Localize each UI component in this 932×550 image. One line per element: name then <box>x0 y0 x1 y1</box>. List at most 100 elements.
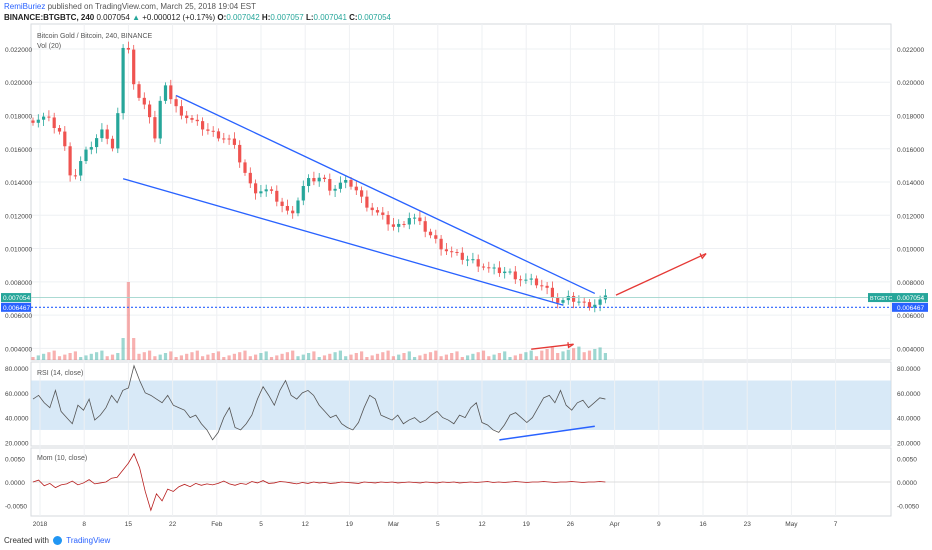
volume-bar <box>333 352 337 360</box>
price-axis-tick: 0.010000 <box>897 247 924 254</box>
time-axis-tick: 8 <box>82 521 86 528</box>
candle-body <box>386 214 390 225</box>
volume-bar <box>227 355 231 360</box>
candle-body <box>460 252 464 260</box>
candle-body <box>238 144 242 163</box>
volume-bar <box>434 350 438 360</box>
candle-body <box>333 188 337 191</box>
volume-bar <box>31 357 35 360</box>
volume-bar <box>370 355 374 360</box>
volume-bar <box>121 338 125 360</box>
volume-bar <box>126 282 130 360</box>
volume-bar <box>222 357 226 360</box>
candle-body <box>148 104 152 118</box>
volume-bar <box>349 354 353 360</box>
price-axis-tick: 0.022000 <box>897 47 924 54</box>
candle-body <box>365 196 369 208</box>
candle-body <box>354 186 358 191</box>
candle-body <box>84 149 88 162</box>
published-text: published on TradingView.com, March 25, … <box>47 2 257 11</box>
volume-bar <box>444 354 448 360</box>
rsi-axis-tick: 80.0000 <box>897 366 921 373</box>
volume-bar <box>471 353 475 360</box>
volume-bar <box>529 350 533 360</box>
time-axis-tick: 26 <box>567 521 575 528</box>
volume-bar <box>137 353 141 360</box>
rsi-band <box>31 380 891 430</box>
price-axis-tick-left: 0.016000 <box>5 147 32 154</box>
volume-bar <box>455 351 459 360</box>
volume-bar <box>407 351 411 360</box>
author-line: RemiBuriez published on TradingView.com,… <box>4 2 256 11</box>
rsi-title: RSI (14, close) <box>37 370 83 377</box>
volume-bar <box>174 357 178 360</box>
symbol-tag: BTGBTC <box>870 296 892 302</box>
candle-body <box>158 100 162 139</box>
volume-bar <box>418 355 422 360</box>
volume-bar <box>524 352 528 360</box>
price-axis-tick: 0.016000 <box>897 147 924 154</box>
last-price: 0.007054 <box>96 13 130 22</box>
volume-bar <box>386 350 390 360</box>
author-link[interactable]: RemiBuriez <box>4 2 46 11</box>
volume-bar <box>190 352 194 360</box>
candle-body <box>259 191 263 194</box>
candle-body <box>577 301 581 303</box>
created-with-text: Created with <box>4 536 49 545</box>
mom-axis-tick-left: 0.0050 <box>5 456 25 463</box>
volume-bar <box>211 353 215 360</box>
candle-body <box>153 117 157 139</box>
candle-body <box>47 116 51 118</box>
time-axis-tick: 19 <box>523 521 531 528</box>
time-axis-tick: 23 <box>744 521 752 528</box>
volume-bar <box>280 353 284 360</box>
volume-bar <box>508 357 512 360</box>
level-label-left: 0.006467 <box>3 305 30 312</box>
volume-bar <box>561 351 565 360</box>
volume-bar <box>540 350 544 360</box>
volume-arrow <box>531 343 574 350</box>
candle-body <box>328 179 332 191</box>
volume-bar <box>582 352 586 360</box>
time-axis-tick: 19 <box>346 521 354 528</box>
candle-body <box>391 224 395 227</box>
candle-body <box>418 217 422 222</box>
candle-body <box>487 267 491 269</box>
candle-body <box>185 115 189 119</box>
price-axis-tick-left: 0.014000 <box>5 180 32 187</box>
volume-bar <box>195 350 199 360</box>
candle-body <box>179 106 183 116</box>
candle-body <box>572 295 576 302</box>
candle-body <box>598 299 602 305</box>
candle-body <box>248 172 252 184</box>
price-axis-tick: 0.020000 <box>897 80 924 87</box>
candle-body <box>413 217 417 219</box>
candle-body <box>206 129 210 131</box>
volume-bar <box>344 356 348 360</box>
candle-body <box>466 259 470 261</box>
time-axis-tick: 7 <box>834 521 838 528</box>
mom-line <box>32 452 606 512</box>
rsi-line <box>32 364 606 441</box>
level-label-box-left <box>1 302 31 312</box>
candle-body <box>73 175 77 177</box>
volume-bar <box>285 352 289 360</box>
candle-body <box>254 183 258 194</box>
volume-bar <box>47 352 51 360</box>
volume-bar <box>89 353 93 360</box>
volume-bar <box>365 357 369 360</box>
price-axis-tick-left: 0.012000 <box>5 213 32 220</box>
candle-body <box>503 271 507 274</box>
symbol-label: BINANCE:BTGBTC, 240 <box>4 13 95 22</box>
tradingview-brand[interactable]: TradingView <box>66 536 111 545</box>
candle-body <box>434 235 438 239</box>
volume-bar <box>423 353 427 360</box>
volume-bar <box>73 351 77 360</box>
price-axis-tick: 0.006000 <box>897 313 924 320</box>
candle-body <box>195 119 199 122</box>
candle-body <box>232 138 236 145</box>
rsi-axis-tick: 60.0000 <box>897 391 921 398</box>
candle-body <box>68 146 72 176</box>
upper-trendline <box>175 94 596 295</box>
